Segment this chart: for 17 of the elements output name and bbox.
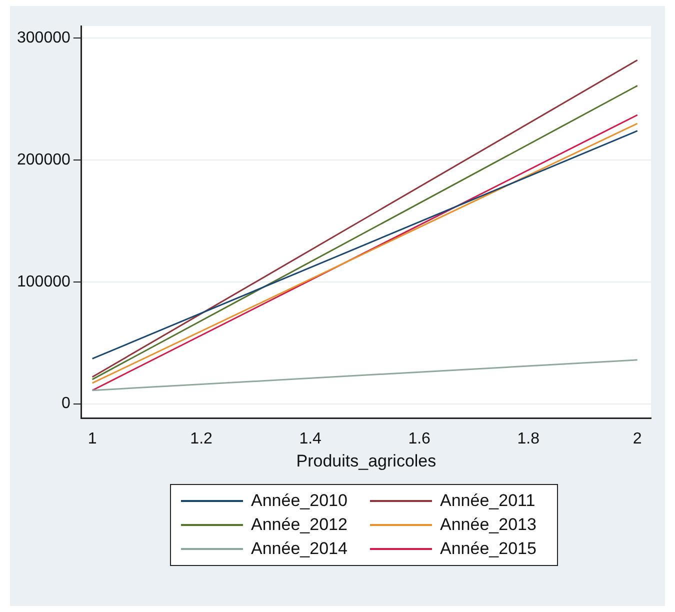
x-tick-label: 1.4 bbox=[299, 430, 322, 448]
x-tick-label: 1.2 bbox=[190, 430, 213, 448]
legend-label: Année_2010 bbox=[251, 491, 348, 511]
y-tick-label: 0 bbox=[61, 395, 70, 412]
x-tick-label: 1 bbox=[88, 430, 97, 448]
x-axis-title: Produits_agricoles bbox=[296, 451, 436, 470]
legend-label: Année_2014 bbox=[251, 539, 348, 559]
x-tick-label: 1.8 bbox=[517, 430, 540, 448]
legend-label: Année_2011 bbox=[440, 491, 536, 511]
x-tick-label: 1.6 bbox=[408, 430, 431, 448]
legend-label: Année_2012 bbox=[251, 515, 348, 535]
legend-label: Année_2015 bbox=[440, 539, 536, 559]
y-tick-label: 300000 bbox=[17, 30, 70, 47]
legend-label: Année_2013 bbox=[440, 515, 536, 535]
y-tick-label: 200000 bbox=[17, 151, 70, 168]
x-tick-label: 2 bbox=[632, 430, 642, 448]
y-tick-label: 100000 bbox=[17, 273, 70, 290]
